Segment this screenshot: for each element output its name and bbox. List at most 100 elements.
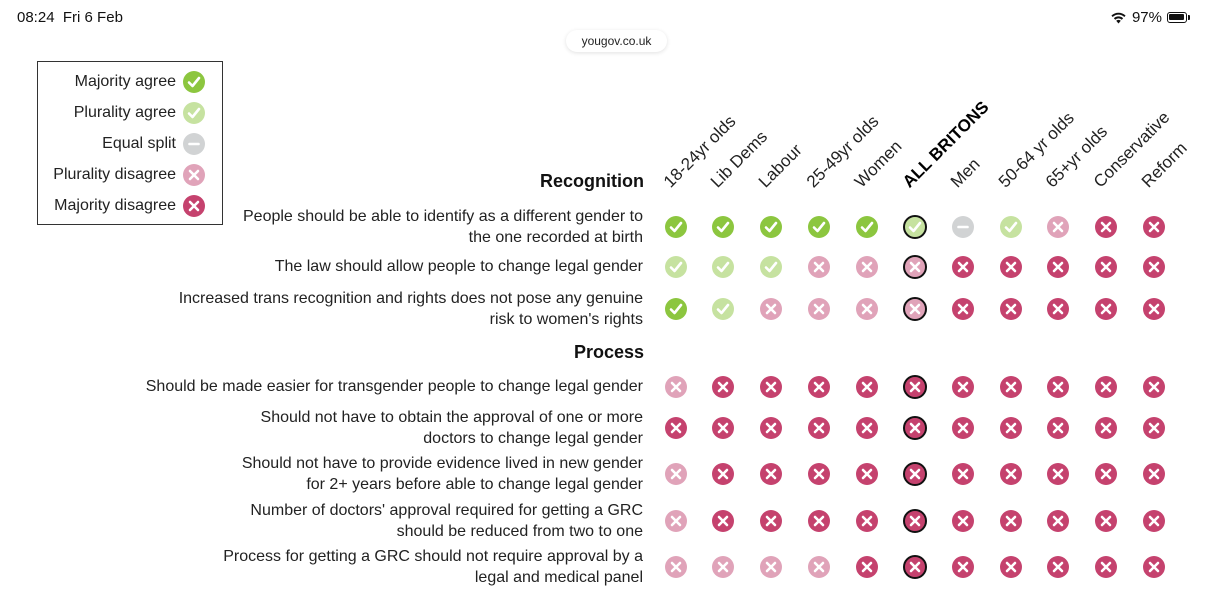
cell-cross-icon (712, 417, 734, 439)
cell-cross-icon (903, 509, 927, 533)
cell-cross-icon (665, 556, 687, 578)
legend-symbol (183, 195, 205, 217)
row-label: Number of doctors' approval required for… (250, 502, 643, 540)
cell-cross-icon (1047, 298, 1069, 320)
cell-check-icon (712, 216, 734, 238)
cell-cross-icon (1000, 298, 1022, 320)
cell-cross-icon (903, 416, 927, 440)
legend-item-label: Majority disagree (54, 197, 176, 214)
cell-cross-icon (1000, 556, 1022, 578)
cell-cross-icon (808, 463, 830, 485)
cell-cross-icon (712, 376, 734, 398)
section-heading: Recognition (540, 171, 644, 191)
cell-check-icon (856, 216, 878, 238)
cell-cross-icon (1143, 298, 1165, 320)
url-bar[interactable]: yougov.co.uk (566, 30, 667, 52)
cell-cross-icon (856, 376, 878, 398)
cell-cross-icon (665, 463, 687, 485)
cell-check-icon (665, 216, 687, 238)
cell-cross-icon (1143, 556, 1165, 578)
cell-cross-icon (1143, 510, 1165, 532)
legend-cross-icon (183, 195, 205, 217)
cell-cross-icon (1095, 256, 1117, 278)
cell-cross-icon (1143, 216, 1165, 238)
cell-check-icon (1000, 216, 1022, 238)
cell-cross-icon (1143, 256, 1165, 278)
legend-symbol (183, 164, 205, 186)
cell-cross-icon (808, 556, 830, 578)
cell-cross-icon (808, 256, 830, 278)
legend-cross-icon (183, 164, 205, 186)
cell-cross-icon (952, 298, 974, 320)
legend-item-label: Plurality disagree (53, 166, 176, 183)
row-label: Should not have to obtain the approval o… (260, 409, 643, 447)
legend-item-label: Majority agree (74, 73, 176, 90)
cell-cross-icon (903, 555, 927, 579)
cell-cross-icon (952, 256, 974, 278)
row-label: People should be able to identify as a d… (243, 208, 643, 246)
cell-cross-icon (1095, 556, 1117, 578)
legend-item: Majority agree (38, 70, 206, 94)
cell-cross-icon (1095, 510, 1117, 532)
cell-cross-icon (1095, 216, 1117, 238)
cell-cross-icon (760, 463, 782, 485)
cell-check-icon (712, 256, 734, 278)
cell-cross-icon (1000, 510, 1022, 532)
cell-cross-icon (1095, 298, 1117, 320)
legend-item: Plurality agree (38, 101, 206, 125)
cell-check-icon (712, 298, 734, 320)
legend-item: Plurality disagree (38, 163, 206, 187)
legend-symbol (183, 133, 205, 155)
cell-cross-icon (1000, 463, 1022, 485)
cell-cross-icon (1047, 510, 1069, 532)
row-label: The law should allow people to change le… (274, 258, 643, 275)
battery-percent: 97% (1131, 9, 1162, 26)
cell-cross-icon (1047, 216, 1069, 238)
row-label: Process for getting a GRC should not req… (223, 548, 643, 586)
cell-cross-icon (1047, 417, 1069, 439)
cell-cross-icon (808, 376, 830, 398)
cell-cross-icon (1000, 417, 1022, 439)
cell-cross-icon (760, 298, 782, 320)
cell-cross-icon (1143, 417, 1165, 439)
cell-minus-icon (952, 216, 974, 238)
legend-item: Majority disagree (38, 194, 206, 218)
cell-cross-icon (1143, 463, 1165, 485)
legend: Majority agree Plurality agree Equal split… (37, 61, 223, 225)
cell-cross-icon (665, 376, 687, 398)
cell-cross-icon (903, 462, 927, 486)
cell-cross-icon (952, 463, 974, 485)
legend-check-icon (183, 102, 205, 124)
status-right: 97% (1110, 9, 1190, 26)
cell-check-icon (665, 298, 687, 320)
cell-cross-icon (760, 417, 782, 439)
cell-cross-icon (1000, 376, 1022, 398)
cell-cross-icon (712, 463, 734, 485)
cell-cross-icon (1095, 463, 1117, 485)
cell-cross-icon (665, 510, 687, 532)
battery-icon (1167, 12, 1187, 23)
cell-cross-icon (1047, 463, 1069, 485)
cell-cross-icon (1095, 376, 1117, 398)
legend-minus-icon (183, 133, 205, 155)
cell-cross-icon (808, 298, 830, 320)
cell-cross-icon (712, 556, 734, 578)
cell-cross-icon (903, 375, 927, 399)
cell-check-icon (760, 216, 782, 238)
cell-check-icon (808, 216, 830, 238)
legend-item: Equal split (38, 132, 206, 156)
cell-cross-icon (856, 417, 878, 439)
cell-cross-icon (1047, 376, 1069, 398)
cell-cross-icon (856, 256, 878, 278)
legend-symbol (183, 71, 205, 93)
cell-check-icon (760, 256, 782, 278)
cell-cross-icon (903, 297, 927, 321)
cell-cross-icon (1095, 417, 1117, 439)
status-bar: 08:24 Fri 6 Feb 97% (0, 0, 1206, 34)
legend-item-label: Equal split (102, 135, 176, 152)
cell-cross-icon (712, 510, 734, 532)
row-label: Should be made easier for transgender pe… (145, 378, 643, 395)
cell-cross-icon (903, 255, 927, 279)
cell-cross-icon (856, 463, 878, 485)
